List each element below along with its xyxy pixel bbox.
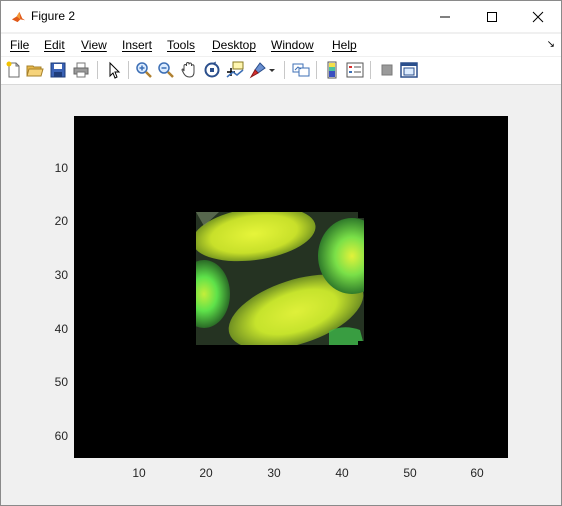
- toolbar-separator: [97, 61, 98, 79]
- image-plot: [196, 212, 364, 345]
- y-tick-label: 50: [54, 375, 68, 389]
- rotate-3d-icon[interactable]: [202, 60, 222, 80]
- title-bar: Figure 2: [1, 1, 561, 32]
- pan-icon[interactable]: [179, 60, 199, 80]
- y-tick-label: 20: [54, 214, 68, 228]
- toolbar-separator: [316, 61, 317, 79]
- colorbar-icon[interactable]: [322, 60, 342, 80]
- zoom-in-icon[interactable]: [134, 60, 154, 80]
- maximize-icon: [487, 11, 497, 22]
- menu-view[interactable]: View: [81, 38, 107, 52]
- figure-toolbar: [1, 57, 561, 85]
- menu-file[interactable]: File: [10, 38, 30, 52]
- menu-help[interactable]: Help: [332, 38, 357, 52]
- menu-edit[interactable]: Edit: [44, 38, 65, 52]
- legend-icon[interactable]: [345, 60, 365, 80]
- zoom-out-icon[interactable]: [156, 60, 176, 80]
- save-icon[interactable]: [48, 60, 68, 80]
- close-icon: [532, 11, 544, 22]
- menu-desktop[interactable]: Desktop: [212, 38, 257, 52]
- x-tick-label: 20: [199, 466, 213, 480]
- matlab-logo-icon: [11, 11, 26, 23]
- menu-bar: File Edit View Insert Tools Desktop Wind…: [1, 34, 561, 56]
- link-plot-icon[interactable]: [291, 60, 311, 80]
- image-axes[interactable]: [74, 116, 508, 458]
- menu-insert[interactable]: Insert: [122, 38, 153, 52]
- menu-dock-arrow-icon[interactable]: ↘: [546, 39, 555, 50]
- print-icon[interactable]: [71, 60, 91, 80]
- maximize-button[interactable]: [469, 1, 515, 32]
- toolbar-separator: [284, 61, 285, 79]
- menu-window[interactable]: Window: [271, 38, 314, 52]
- x-tick-label: 50: [403, 466, 417, 480]
- hide-plot-tools-icon[interactable]: [377, 60, 397, 80]
- new-figure-icon[interactable]: [4, 60, 24, 80]
- toolbar-separator: [370, 61, 371, 79]
- x-tick-label: 10: [132, 466, 146, 480]
- open-file-icon[interactable]: [25, 60, 45, 80]
- x-tick-label: 60: [470, 466, 484, 480]
- window-title: Figure 2: [31, 9, 76, 23]
- close-button[interactable]: [515, 1, 561, 32]
- image-patch: [196, 212, 364, 345]
- menu-tools[interactable]: Tools: [167, 38, 196, 52]
- x-tick-label: 30: [267, 466, 281, 480]
- minimize-icon: [440, 16, 450, 17]
- minimize-button[interactable]: [422, 1, 468, 32]
- y-tick-label: 60: [54, 429, 68, 443]
- y-tick-label: 10: [54, 161, 68, 175]
- y-tick-label: 30: [54, 268, 68, 282]
- x-tick-label: 40: [335, 466, 349, 480]
- brush-icon[interactable]: [248, 60, 268, 80]
- toolbar-separator: [128, 61, 129, 79]
- pointer-icon[interactable]: [104, 60, 124, 80]
- dropdown-arrow-icon[interactable]: [267, 60, 277, 80]
- data-cursor-icon[interactable]: [225, 60, 245, 80]
- y-tick-label: 40: [54, 322, 68, 336]
- show-plot-tools-icon[interactable]: [399, 60, 419, 80]
